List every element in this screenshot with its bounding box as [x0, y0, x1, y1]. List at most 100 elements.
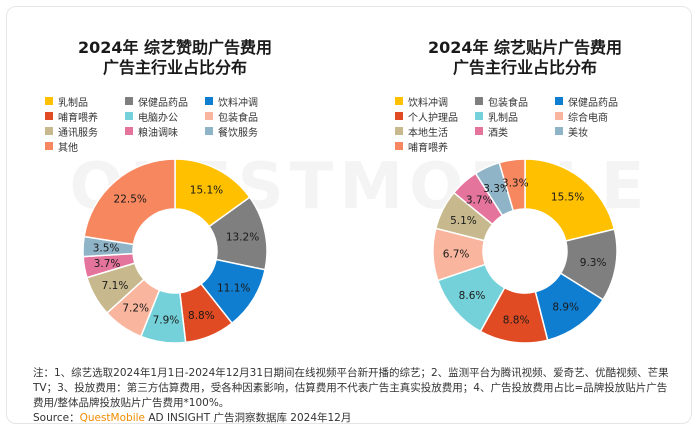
legend-label: 电脑办公 — [138, 112, 178, 124]
legend-item: 饮料冲调 — [395, 94, 475, 109]
footnote-text: 注：1、综艺选取2024年1月1日-2024年12月31日期间在线视频平台新开播… — [33, 367, 669, 409]
legend-swatch — [125, 97, 133, 105]
legend-swatch — [45, 97, 53, 105]
legend-item: 美妆 — [555, 124, 665, 139]
legend-item: 通讯服务 — [45, 124, 125, 139]
chart-title-line-1: 2024年 综艺赞助广告费用 — [77, 38, 273, 57]
slice-label: 11.1% — [217, 282, 250, 294]
report-frame — [6, 6, 692, 424]
legend-item: 乳制品 — [475, 109, 555, 124]
legend-item: 餐饮服务 — [205, 124, 315, 139]
preroll-chart-panel: 2024年 综艺贴片广告费用 广告主行业占比分布 饮料冲调 包装食品 保健品药品个人… — [350, 0, 700, 360]
legend-item: 包装食品 — [205, 109, 315, 124]
legend-item: 综合电商 — [555, 109, 665, 124]
legend-item: 保健品药品 — [555, 94, 665, 109]
slice-label: 8.8% — [188, 310, 215, 322]
legend-label: 酒类 — [488, 127, 508, 139]
source-prefix: Source： — [33, 412, 80, 424]
slice-label: 6.7% — [443, 249, 470, 261]
chart-title: 2024年 综艺赞助广告费用 广告主行业占比分布 — [0, 38, 350, 78]
slice-label: 7.9% — [153, 314, 180, 326]
sponsorship-chart-panel: 2024年 综艺赞助广告费用 广告主行业占比分布 乳制品 保健品药品 饮料冲调哺育喂… — [0, 0, 350, 360]
legend-swatch — [475, 127, 483, 135]
legend-label: 包装食品 — [488, 97, 528, 109]
donut-slice — [83, 158, 176, 246]
legend-item: 保健品药品 — [125, 94, 205, 109]
source-brand: QuestMobile — [79, 412, 145, 424]
legend-label: 哺育喂养 — [408, 142, 448, 154]
slice-label: 3.3% — [502, 178, 529, 190]
legend-label: 本地生活 — [408, 127, 448, 139]
slice-label: 8.6% — [459, 290, 486, 302]
legend-swatch — [45, 112, 53, 120]
chart-title-line-1: 2024年 综艺贴片广告费用 — [427, 38, 623, 57]
donut-slice — [498, 158, 526, 212]
legend-swatch — [205, 97, 213, 105]
chart-legend: 饮料冲调 包装食品 保健品药品个人护理品 乳制品 综合电商本地生活 酒类 美妆哺育喂养 — [395, 94, 685, 154]
donut-slice — [524, 158, 616, 242]
slice-label: 7.1% — [102, 280, 129, 292]
legend-swatch — [555, 112, 563, 120]
legend-item: 乳制品 — [45, 94, 125, 109]
legend-label: 其他 — [58, 142, 78, 154]
footnotes: 注：1、综艺选取2024年1月1日-2024年12月31日期间在线视频平台新开播… — [33, 366, 673, 426]
legend-label: 包装食品 — [218, 112, 258, 124]
legend-swatch — [205, 112, 213, 120]
legend-swatch — [395, 127, 403, 135]
legend-swatch — [45, 127, 53, 135]
legend-swatch — [395, 142, 403, 150]
legend-item: 包装食品 — [475, 94, 555, 109]
legend-swatch — [475, 112, 483, 120]
legend-item: 饮料冲调 — [205, 94, 315, 109]
slice-label: 8.9% — [552, 302, 579, 314]
legend-swatch — [395, 112, 403, 120]
legend-label: 饮料冲调 — [218, 97, 258, 109]
legend-swatch — [395, 97, 403, 105]
legend-label: 粮油调味 — [138, 127, 178, 139]
legend-label: 保健品药品 — [138, 97, 188, 109]
legend-swatch — [125, 112, 133, 120]
legend-swatch — [475, 97, 483, 105]
legend-label: 哺育喂养 — [58, 112, 98, 124]
legend-swatch — [205, 127, 213, 135]
slice-label: 22.5% — [114, 194, 147, 206]
chart-title: 2024年 综艺贴片广告费用 广告主行业占比分布 — [350, 38, 700, 78]
legend-item: 电脑办公 — [125, 109, 205, 124]
source-rest: AD INSIGHT 广告洞察数据库 2024年12月 — [145, 412, 352, 424]
slice-label: 3.3% — [483, 183, 510, 195]
legend-label: 通讯服务 — [58, 127, 98, 139]
legend-label: 餐饮服务 — [218, 127, 258, 139]
source-line: Source：QuestMobile AD INSIGHT 广告洞察数据库 20… — [33, 411, 673, 426]
legend-item: 哺育喂养 — [395, 139, 475, 154]
legend-label: 美妆 — [568, 127, 588, 139]
legend-item: 酒类 — [475, 124, 555, 139]
slice-label: 15.5% — [551, 192, 584, 204]
legend-item: 本地生活 — [395, 124, 475, 139]
chart-legend: 乳制品 保健品药品 饮料冲调哺育喂养 电脑办公 包装食品通讯服务 粮油调味 餐饮服务其他 — [45, 94, 335, 154]
legend-label: 乳制品 — [488, 112, 518, 124]
slice-label: 9.3% — [580, 257, 607, 269]
legend-swatch — [555, 127, 563, 135]
legend-item: 哺育喂养 — [45, 109, 125, 124]
legend-swatch — [45, 142, 53, 150]
legend-label: 饮料冲调 — [408, 97, 448, 109]
legend-item: 粮油调味 — [125, 124, 205, 139]
slice-label: 7.2% — [122, 303, 149, 315]
legend-item: 个人护理品 — [395, 109, 475, 124]
slice-label: 3.7% — [94, 258, 121, 270]
chart-title-line-2: 广告主行业占比分布 — [452, 58, 597, 77]
legend-swatch — [555, 97, 563, 105]
legend-label: 乳制品 — [58, 97, 88, 109]
legend-label: 保健品药品 — [568, 97, 618, 109]
legend-item: 其他 — [45, 139, 125, 154]
donut-chart: 15.1% 13.2% 11.1% 8.8% 7.9% 7.2% 7.1% 3.7% 3.5% 2… — [82, 158, 268, 344]
slice-label: 5.1% — [450, 215, 477, 227]
slice-label: 8.8% — [503, 314, 530, 326]
legend-label: 综合电商 — [568, 112, 608, 124]
donut-chart: 15.5%9.3%8.9%8.8%8.6%6.7%5.1%3.7%3.3%3.3… — [432, 158, 618, 344]
slice-label: 13.2% — [226, 232, 259, 244]
legend-swatch — [125, 127, 133, 135]
legend-label: 个人护理品 — [408, 112, 458, 124]
chart-title-line-2: 广告主行业占比分布 — [102, 58, 247, 77]
slice-label: 15.1% — [190, 185, 223, 197]
